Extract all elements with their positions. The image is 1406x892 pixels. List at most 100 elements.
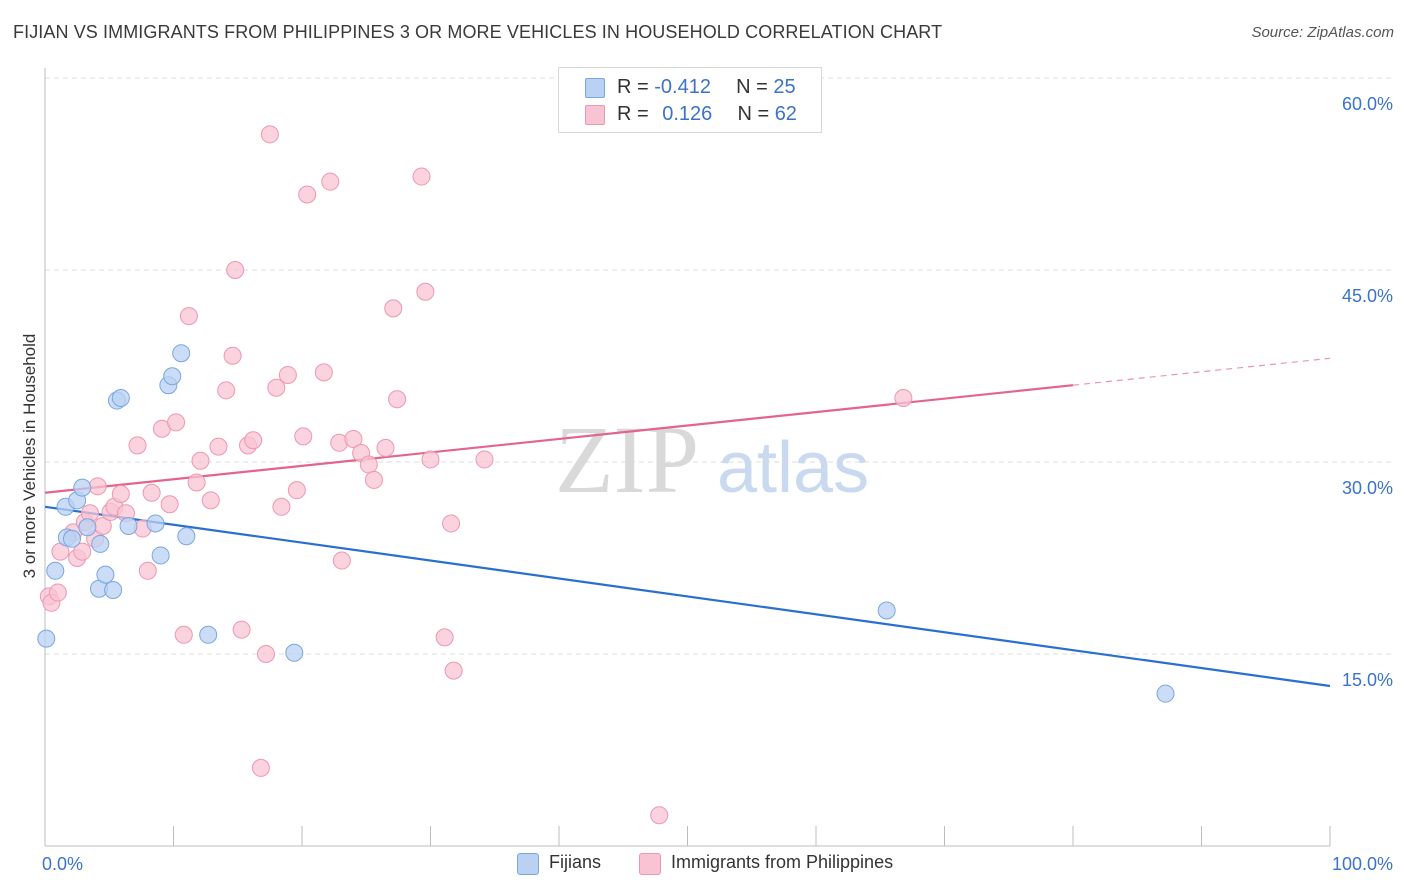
axes (44, 68, 1331, 847)
legend-label-philippines: Immigrants from Philippines (671, 852, 894, 872)
point-philippines (260, 125, 279, 144)
y-tick-label: 30.0% (1342, 478, 1393, 498)
point-fijians (111, 389, 130, 407)
watermark: ZIP atlas (555, 406, 869, 513)
legend-r-label: R = (617, 76, 649, 98)
point-philippines (48, 583, 67, 602)
point-philippines (88, 477, 107, 496)
point-philippines (314, 363, 333, 382)
y-tick-label: 45.0% (1342, 286, 1393, 306)
stats-legend: R = -0.412 N = 25 R = 0.126 N = 62 (558, 67, 822, 133)
point-fijians (151, 546, 170, 565)
point-philippines (287, 481, 306, 500)
legend-r-value: 0.126 (662, 103, 713, 125)
point-philippines (475, 450, 494, 469)
point-philippines (251, 758, 270, 777)
point-fijians (172, 344, 191, 363)
point-fijians (78, 518, 97, 537)
x-tick-label: 100.0% (1332, 854, 1393, 874)
point-fijians (177, 527, 196, 546)
point-philippines (421, 450, 440, 469)
point-philippines (179, 307, 198, 326)
point-philippines (364, 470, 383, 489)
y-tick-label: 15.0% (1342, 670, 1393, 690)
point-philippines (138, 561, 157, 580)
point-fijians (37, 629, 56, 648)
watermark-atlas: atlas (717, 428, 869, 508)
y-axis-label: 3 or more Vehicles in Household (20, 333, 39, 579)
point-philippines (321, 172, 340, 191)
trend-line-dashed-philippines (1072, 357, 1331, 386)
tick-labels: 15.0% 30.0% 45.0% 60.0% 0.0% 100.0% (42, 94, 1393, 874)
point-fijians (1156, 684, 1175, 703)
point-fijians (119, 517, 138, 535)
point-philippines (412, 167, 431, 186)
point-philippines (294, 427, 313, 446)
point-philippines (217, 381, 236, 400)
point-fijians (199, 625, 218, 644)
point-philippines (444, 661, 463, 680)
point-philippines (416, 282, 435, 301)
legend-swatch-philippines (585, 105, 605, 125)
point-philippines (442, 514, 461, 533)
legend-r-value: -0.412 (654, 76, 711, 98)
point-philippines (160, 495, 179, 514)
point-philippines (187, 473, 206, 492)
point-philippines (232, 620, 251, 639)
point-fijians (91, 534, 110, 553)
legend-label-fijians: Fijians (549, 852, 602, 872)
point-philippines (111, 485, 130, 503)
point-philippines (267, 378, 286, 397)
legend-swatch-fijians (585, 78, 605, 98)
point-philippines (332, 551, 351, 570)
point-philippines (650, 806, 669, 825)
point-fijians (96, 565, 115, 584)
legend-n-value: 62 (774, 103, 797, 125)
point-philippines (272, 497, 291, 516)
point-philippines (174, 625, 193, 644)
point-philippines (376, 438, 395, 457)
x-tick-label: 0.0% (42, 854, 83, 874)
point-fijians (73, 478, 92, 497)
scatter-points (37, 125, 1175, 825)
point-philippines (191, 451, 210, 470)
legend-r-label: R = (617, 103, 649, 125)
point-fijians (46, 561, 65, 580)
point-philippines (344, 429, 363, 448)
legend-swatch-philippines (639, 853, 661, 875)
point-fijians (146, 514, 165, 533)
point-philippines (384, 299, 403, 318)
point-philippines (298, 185, 317, 204)
point-philippines (435, 628, 454, 647)
point-philippines (388, 390, 407, 409)
y-tick-label: 60.0% (1342, 94, 1393, 114)
point-philippines (223, 346, 242, 365)
point-philippines (359, 455, 378, 474)
watermark-zip: ZIP (555, 406, 699, 513)
legend-n-label: N = (737, 103, 770, 125)
point-philippines (209, 437, 228, 456)
trend-line-fijians (44, 505, 1331, 688)
legend-swatch-fijians (517, 853, 539, 875)
point-philippines (142, 483, 161, 502)
point-philippines (167, 413, 186, 432)
point-philippines (201, 491, 220, 510)
point-philippines (128, 436, 147, 455)
chart-title: FIJIAN VS IMMIGRANTS FROM PHILIPPINES 3 … (13, 22, 943, 42)
point-fijians (285, 643, 304, 662)
legend-n-value: 25 (773, 76, 796, 98)
source-label: Source: ZipAtlas.com (1251, 24, 1394, 41)
point-philippines (278, 365, 297, 384)
point-philippines (894, 389, 913, 407)
point-philippines (244, 431, 263, 450)
point-philippines (226, 261, 245, 279)
gridlines (45, 77, 1392, 655)
point-philippines (73, 542, 92, 561)
legend-n-label: N = (736, 76, 768, 98)
point-fijians (104, 581, 123, 599)
point-philippines (257, 645, 276, 663)
point-fijians (877, 601, 896, 620)
point-fijians (62, 529, 81, 548)
point-fijians (163, 367, 182, 386)
